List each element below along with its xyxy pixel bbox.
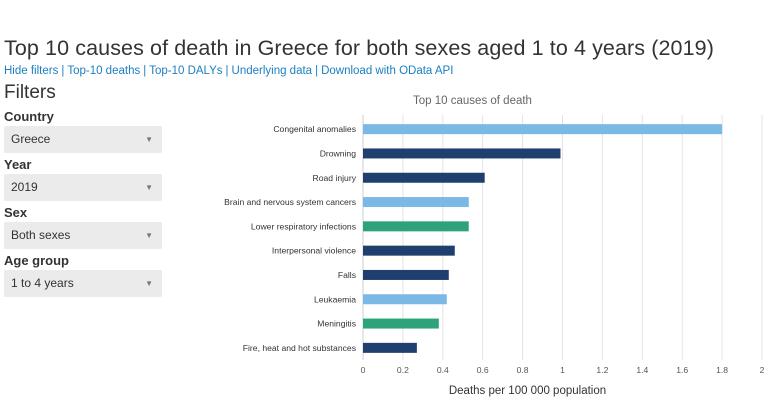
download-odata-link[interactable]: Download with OData API bbox=[321, 65, 454, 77]
x-tick-label: 0 bbox=[361, 365, 366, 375]
year-select-value: 2019 bbox=[11, 180, 38, 194]
bar bbox=[363, 342, 417, 353]
category-label: Leukaemia bbox=[314, 294, 356, 304]
x-tick-label: 2 bbox=[760, 365, 765, 375]
link-separator: | bbox=[225, 65, 229, 77]
hide-filters-link[interactable]: Hide filters bbox=[4, 65, 59, 77]
bar bbox=[363, 172, 485, 183]
category-label: Congenital anomalies bbox=[273, 124, 356, 134]
age-group-select[interactable]: 1 to 4 years ▼ bbox=[4, 270, 162, 297]
category-label: Lower respiratory infections bbox=[251, 221, 356, 231]
link-separator: | bbox=[143, 65, 147, 77]
caret-down-icon: ▼ bbox=[145, 231, 153, 240]
top-10-dalys-link[interactable]: Top-10 DALYs bbox=[149, 65, 223, 77]
sex-label: Sex bbox=[4, 205, 28, 220]
x-tick-label: 1 bbox=[560, 365, 565, 375]
caret-down-icon: ▼ bbox=[145, 279, 153, 288]
age-group-select-value: 1 to 4 years bbox=[11, 276, 74, 290]
underlying-data-link[interactable]: Underlying data bbox=[231, 65, 313, 77]
category-label: Drowning bbox=[320, 148, 357, 158]
bar bbox=[363, 197, 469, 208]
caret-down-icon: ▼ bbox=[145, 135, 153, 144]
sex-select[interactable]: Both sexes ▼ bbox=[4, 222, 162, 249]
country-select-value: Greece bbox=[11, 132, 51, 146]
bar bbox=[363, 221, 469, 232]
category-label: Interpersonal violence bbox=[272, 246, 356, 256]
category-label: Road injury bbox=[313, 173, 357, 183]
category-label: Meningitis bbox=[317, 319, 356, 329]
link-separator: | bbox=[315, 65, 319, 77]
bar bbox=[363, 269, 449, 280]
link-separator: | bbox=[61, 65, 65, 77]
bar bbox=[363, 148, 561, 159]
category-label: Fire, heat and hot substances bbox=[243, 343, 356, 353]
x-tick-label: 0.8 bbox=[517, 365, 529, 375]
category-label: Falls bbox=[338, 270, 356, 280]
x-tick-label: 1.2 bbox=[596, 365, 608, 375]
links-bar: Hide filters | Top-10 deaths | Top-10 DALYs |… bbox=[4, 65, 453, 77]
bar bbox=[363, 294, 447, 305]
country-select[interactable]: Greece ▼ bbox=[4, 126, 162, 153]
age-group-label: Age group bbox=[4, 253, 69, 268]
chart-title: Top 10 causes of death bbox=[413, 95, 532, 107]
page-title: Top 10 causes of death in Greece for bot… bbox=[4, 36, 714, 60]
x-tick-label: 1.4 bbox=[636, 365, 648, 375]
year-label: Year bbox=[4, 157, 32, 172]
top-10-deaths-link[interactable]: Top-10 deaths bbox=[67, 65, 141, 77]
caret-down-icon: ▼ bbox=[145, 183, 153, 192]
x-axis-title: Deaths per 100 000 population bbox=[449, 385, 606, 397]
x-tick-label: 0.2 bbox=[397, 365, 409, 375]
year-select[interactable]: 2019 ▼ bbox=[4, 174, 162, 201]
x-tick-label: 0.6 bbox=[477, 365, 489, 375]
sex-select-value: Both sexes bbox=[11, 228, 71, 242]
x-tick-label: 0.4 bbox=[437, 365, 449, 375]
x-tick-label: 1.8 bbox=[716, 365, 728, 375]
category-label: Brain and nervous system cancers bbox=[224, 197, 356, 207]
country-label: Country bbox=[4, 109, 54, 124]
bar bbox=[363, 318, 439, 329]
bar bbox=[363, 124, 723, 135]
bar bbox=[363, 245, 455, 256]
filters-heading: Filters bbox=[4, 82, 56, 103]
x-tick-label: 1.6 bbox=[676, 365, 688, 375]
